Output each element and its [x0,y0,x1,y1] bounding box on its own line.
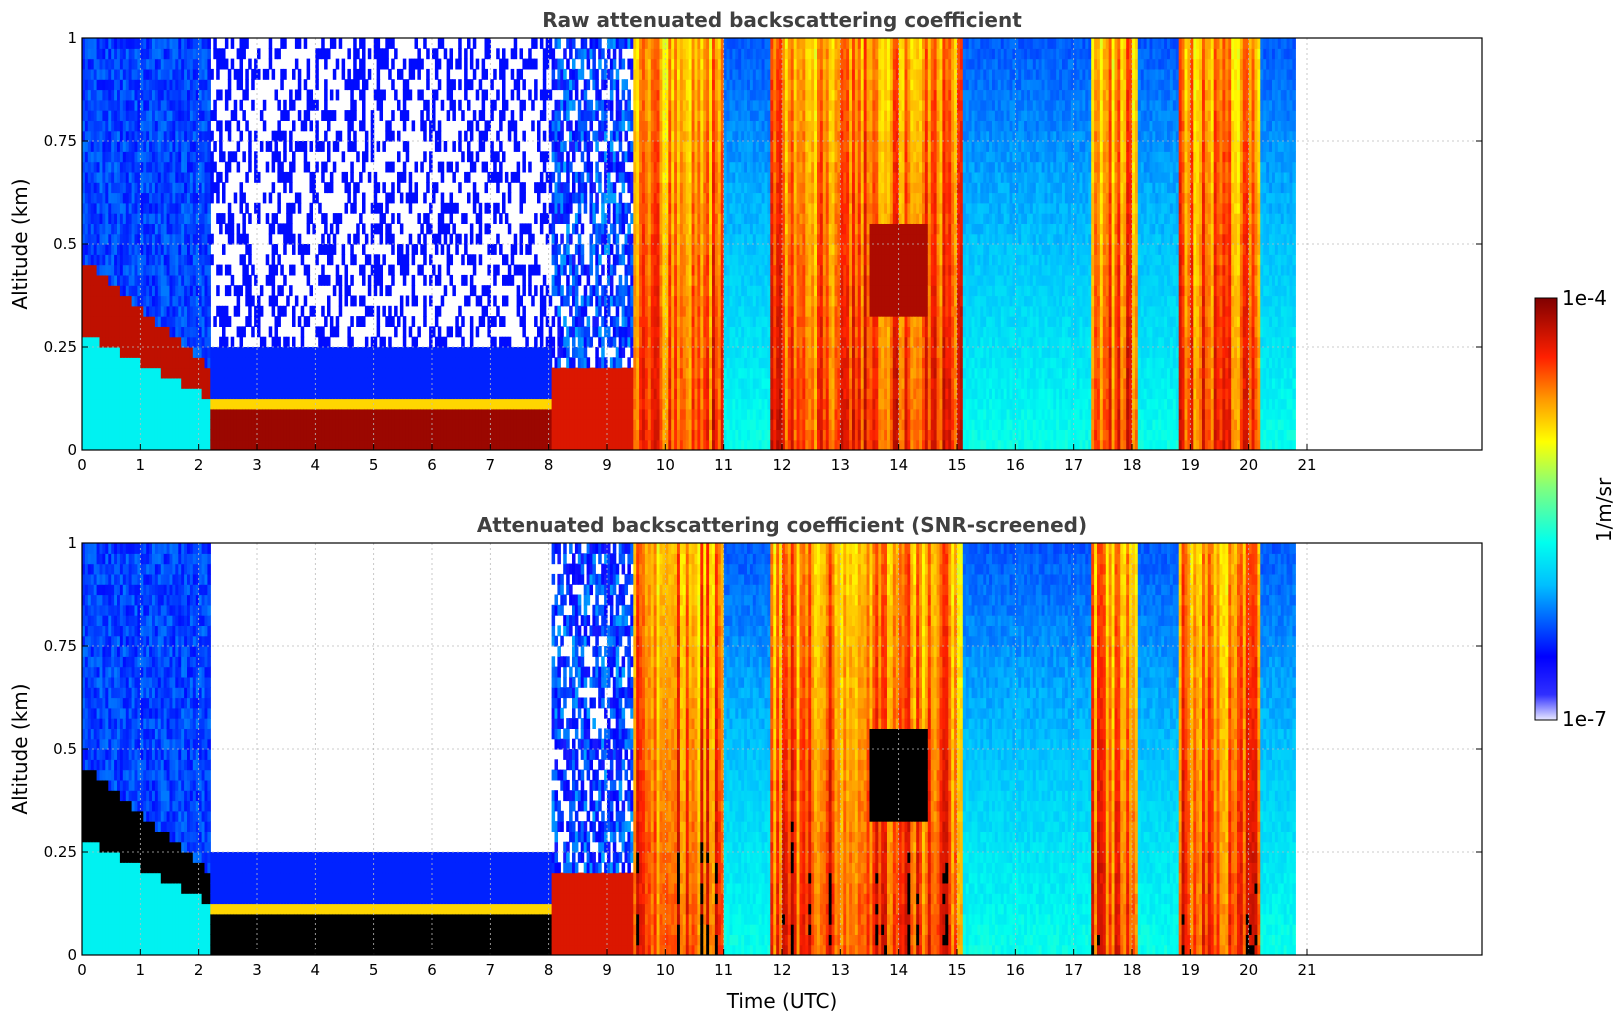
x-tick-label: 1 [136,456,146,474]
x-tick-label: 17 [1064,456,1083,474]
x-tick-label: 8 [544,456,554,474]
y-tick-label: 1 [67,534,77,552]
x-tick-label: 10 [656,456,675,474]
y-tick-label: 0 [67,946,77,964]
y-axis-label-screened: Altitude (km) [8,683,32,814]
colorbar-gradient [1534,297,1558,721]
x-tick-label: 5 [369,456,379,474]
x-tick-label: 18 [1122,456,1141,474]
x-tick-label: 5 [369,961,379,979]
x-tick-label: 12 [772,961,791,979]
panel-raw: Raw attenuated backscattering coefficien… [8,8,1483,474]
x-tick-label: 3 [252,961,262,979]
y-ticks-raw: 0 0.25 0.5 0.75 1 [44,29,1482,459]
grid-screened [82,543,1482,955]
x-tick-label: 1 [136,961,146,979]
x-tick-label: 11 [714,961,733,979]
x-tick-label: 18 [1122,961,1141,979]
x-tick-label: 2 [194,456,204,474]
heatmap-raw [82,38,1296,450]
colorbar-unit-label: 1/m/sr [1592,477,1616,542]
x-tick-label: 10 [656,961,675,979]
x-tick-label: 0 [77,961,87,979]
x-tick-label: 20 [1239,456,1258,474]
x-tick-label: 9 [602,961,612,979]
colorbar-min-label: 1e-7 [1562,707,1607,731]
x-tick-label: 14 [889,456,908,474]
x-tick-label: 14 [889,961,908,979]
y-tick-label: 0.5 [53,235,77,253]
colorbar-max-label: 1e-4 [1562,286,1607,310]
x-tick-label: 4 [311,961,321,979]
x-tick-label: 9 [602,456,612,474]
x-ticks-raw: 0 1 2 3 4 5 6 7 8 9 10 11 12 13 14 15 16 17 18 19 20 21 [77,444,1317,474]
x-tick-label: 21 [1297,961,1316,979]
x-tick-label: 16 [1006,456,1025,474]
x-tick-label: 0 [77,456,87,474]
x-tick-label: 13 [831,456,850,474]
y-tick-label: 0.5 [53,740,77,758]
x-tick-label: 2 [194,961,204,979]
x-tick-label: 8 [544,961,554,979]
y-tick-label: 1 [67,29,77,47]
heatmap-screened [82,543,1296,955]
x-tick-label: 17 [1064,961,1083,979]
y-ticks-screened: 0 0.25 0.5 0.75 1 [44,534,1482,964]
y-tick-label: 0 [67,441,77,459]
x-tick-label: 7 [486,961,496,979]
x-tick-label: 4 [311,456,321,474]
y-tick-label: 0.75 [44,132,77,150]
x-tick-label: 19 [1181,456,1200,474]
x-tick-label: 19 [1181,961,1200,979]
x-tick-label: 16 [1006,961,1025,979]
x-tick-label: 15 [947,961,966,979]
x-tick-label: 6 [427,456,437,474]
x-tick-label: 12 [772,456,791,474]
panel-screened-title: Attenuated backscattering coefficient (S… [477,513,1087,537]
x-tick-label: 6 [427,961,437,979]
panel-raw-title: Raw attenuated backscattering coefficien… [542,8,1022,32]
y-axis-label-raw: Altitude (km) [8,178,32,309]
x-axis-label: Time (UTC) [726,989,838,1013]
panel-screened: Attenuated backscattering coefficient (S… [8,513,1483,1013]
x-tick-label: 20 [1239,961,1258,979]
x-tick-label: 21 [1297,456,1316,474]
x-tick-label: 11 [714,456,733,474]
x-tick-label: 13 [831,961,850,979]
x-tick-label: 15 [947,456,966,474]
x-ticks-screened: 0 1 2 3 4 5 6 7 8 9 10 11 12 13 14 15 16 17 18 19 20 21 [77,949,1317,979]
x-tick-label: 7 [486,456,496,474]
grid-raw [82,38,1482,450]
y-tick-label: 0.75 [44,637,77,655]
x-tick-label: 3 [252,456,262,474]
colorbar: 1e-4 1e-7 1/m/sr [1534,286,1616,731]
y-tick-label: 0.25 [44,338,77,356]
y-tick-label: 0.25 [44,843,77,861]
